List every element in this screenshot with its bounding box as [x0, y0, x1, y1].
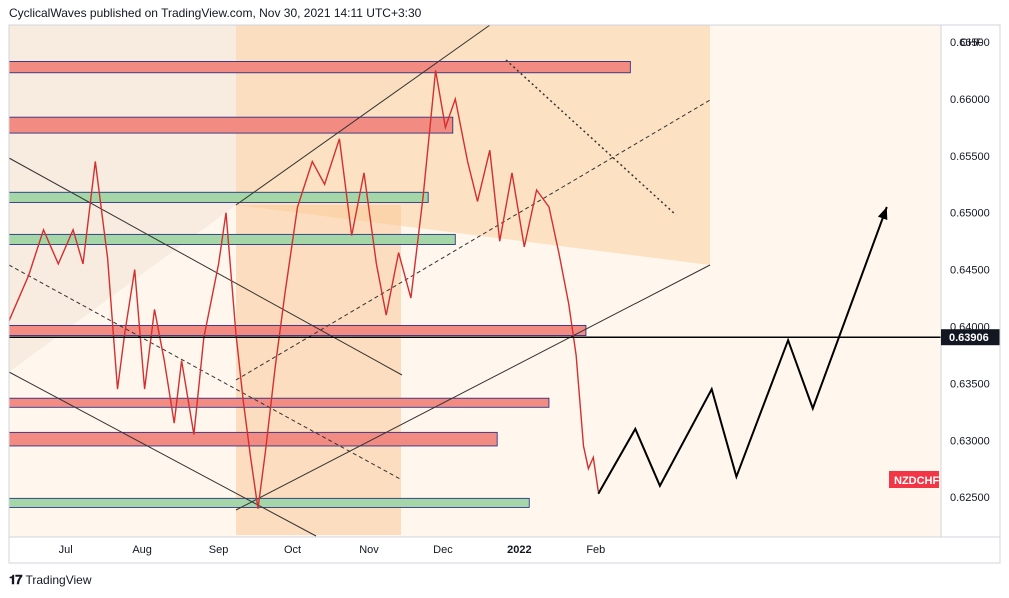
upper-left-shade — [9, 25, 490, 372]
currency-label: CHF — [960, 37, 983, 49]
price-axis: CHF 0.66500 0.66000 0.65500 0.65000 0.64500 0… — [940, 25, 1000, 537]
supply-zone-2 — [8, 116, 454, 134]
supply-zone-7 — [8, 431, 498, 447]
x-tick-4: Oct — [284, 544, 301, 556]
publish-info: CyclicalWaves published on TradingView.c… — [9, 6, 422, 20]
supply-zone-1 — [8, 61, 631, 74]
projection-path — [597, 206, 888, 495]
y-tick-7: 0.63500 — [950, 378, 990, 390]
footer: 𝟏𝟕 TradingView — [9, 572, 92, 588]
x-tick-3: Sep — [209, 544, 229, 556]
plot-area — [9, 25, 941, 537]
trendlines — [8, 24, 711, 537]
current-price-tag — [941, 329, 1000, 346]
symbol-badge — [889, 471, 939, 488]
price-series — [8, 70, 599, 509]
descending-channel-midline — [8, 264, 403, 481]
time-axis: Jul Aug Sep Oct Nov Dec 2022 Feb — [9, 536, 1000, 563]
x-tick-7: 2022 — [507, 544, 531, 556]
y-tick-5: 0.64500 — [950, 265, 990, 277]
supply-zone-5 — [8, 324, 587, 337]
dotted-resistance-line — [505, 59, 677, 216]
channel-upper-line — [235, 24, 491, 206]
current-price-value: 0.63906 — [949, 332, 989, 344]
demand-zone-8 — [8, 497, 530, 508]
descending-channel-upper — [8, 157, 403, 376]
tradingview-logo-icon: 𝟏𝟕 — [9, 572, 23, 587]
symbol-label: NZDCHF — [894, 475, 939, 487]
september-shade — [236, 205, 401, 535]
y-tick-9: 0.62500 — [950, 492, 990, 504]
demand-zone-3 — [8, 191, 429, 203]
y-tick-8: 0.63000 — [950, 435, 990, 447]
x-tick-1: Jul — [59, 544, 73, 556]
y-tick-1: 0.66500 — [950, 37, 990, 49]
price-axis-bg — [941, 25, 1000, 537]
tradingview-brand: TradingView — [25, 573, 92, 587]
time-axis-bg — [9, 537, 1000, 563]
y-tick-4: 0.65000 — [950, 208, 990, 220]
chart-frame — [8, 24, 1001, 564]
x-tick-6: Dec — [433, 544, 453, 556]
projection-arrowhead — [877, 207, 888, 221]
descending-channel-lower — [8, 371, 317, 537]
x-tick-2: Aug — [132, 544, 152, 556]
x-tick-labels: Jul Aug Sep Oct Nov Dec 2022 Feb — [59, 544, 606, 556]
channel-lower-line — [235, 264, 711, 511]
x-tick-5: Nov — [359, 544, 379, 556]
y-tick-2: 0.66000 — [950, 94, 990, 106]
y-tick-labels: 0.665000.660000.655000.650000.645000.640… — [950, 37, 990, 504]
channel-midline — [235, 99, 711, 381]
price-chart[interactable]: CHF 0.66500 0.66000 0.65500 0.65000 0.64500 0… — [0, 0, 1009, 566]
x-tick-8: Feb — [586, 544, 605, 556]
y-tick-3: 0.65500 — [950, 151, 990, 163]
supply-zone-6 — [8, 397, 550, 408]
